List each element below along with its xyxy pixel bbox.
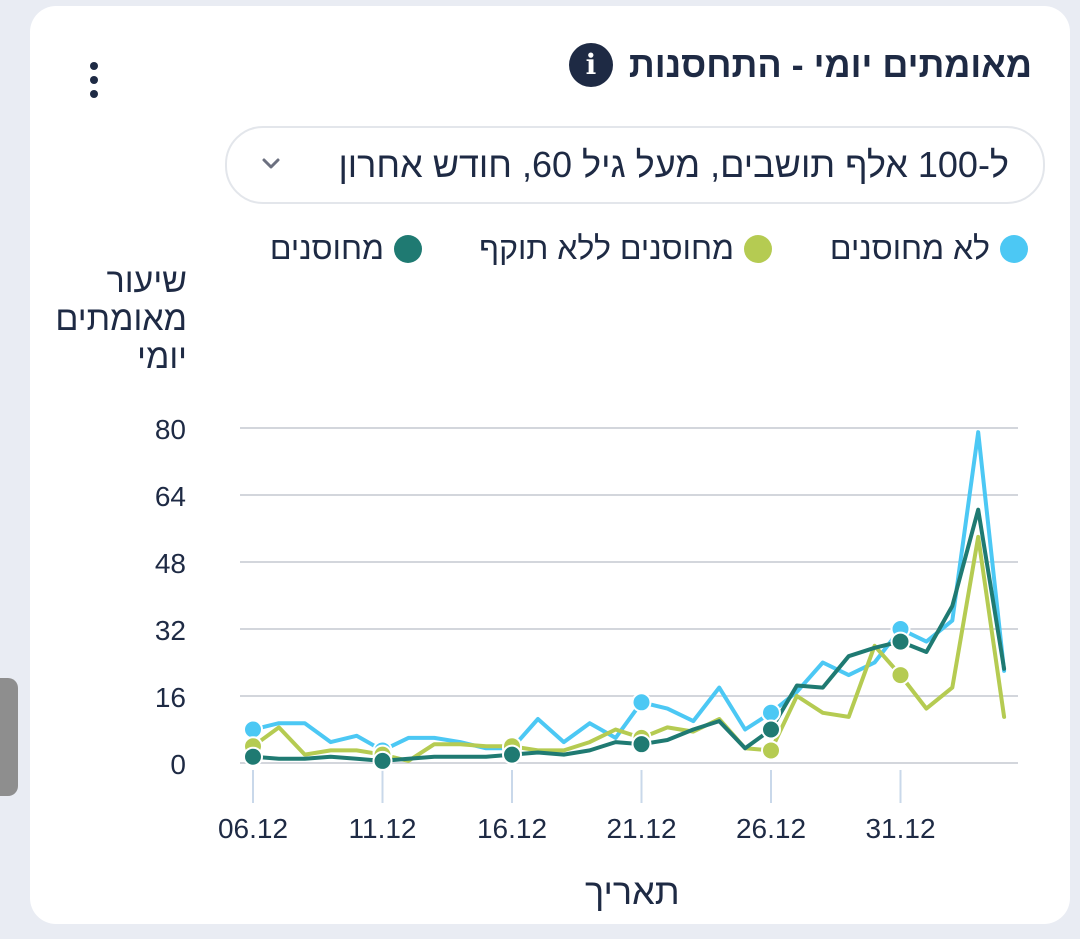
x-tick-label: 06.12	[218, 813, 288, 844]
data-point-expired	[761, 740, 781, 761]
legend-item-vaccinated[interactable]: מחוסנים	[262, 230, 422, 270]
legend-label: מחוסנים	[269, 230, 384, 266]
data-point-unvaccinated	[761, 702, 781, 723]
chart-card: מאומתים יומי - התחסנות i ל-100 אלף תושבי…	[30, 6, 1070, 924]
x-tick-label: 16.12	[477, 813, 547, 844]
y-tick-label: 80	[155, 414, 186, 445]
legend-item-expired[interactable]: מחוסנים ללא תוקף	[472, 230, 772, 270]
legend-item-unvaccinated[interactable]: לא מחוסנים	[828, 230, 1028, 270]
data-point-expired	[890, 665, 911, 686]
scrollbar[interactable]	[0, 678, 18, 796]
filter-dropdown[interactable]: ל-100 אלף תושבים, מעל גיל 60, חודש אחרון	[225, 126, 1045, 204]
y-tick-label: 16	[155, 682, 186, 713]
y-tick-label: 0	[170, 749, 186, 780]
chevron-down-icon	[262, 158, 280, 169]
x-tick-label: 26.12	[736, 813, 806, 844]
data-point-unvaccinated	[631, 692, 652, 713]
info-icon[interactable]: i	[569, 43, 613, 87]
x-tick-label: 11.12	[349, 813, 417, 844]
legend-label: מחוסנים ללא תוקף	[479, 230, 734, 266]
data-point-vaccinated	[243, 746, 263, 767]
series-line-unvaccinated	[251, 430, 1007, 753]
series-line-expired	[251, 534, 1007, 763]
y-axis-label: שיעור מאומתים יומי	[55, 262, 187, 376]
legend-label: לא מחוסנים	[829, 230, 990, 266]
x-axis-label: תאריך	[585, 871, 680, 912]
data-point-vaccinated	[631, 734, 652, 755]
x-tick-label: 31.12	[865, 813, 935, 844]
y-tick-label: 32	[155, 615, 186, 646]
x-tick-label: 21.12	[606, 813, 676, 844]
y-tick-label: 48	[155, 548, 186, 579]
data-point-vaccinated	[502, 744, 522, 765]
data-point-vaccinated	[761, 719, 781, 740]
page-title: מאומתים יומי - התחסנות	[628, 44, 1032, 85]
data-point-unvaccinated	[243, 719, 263, 740]
legend-swatch	[1000, 235, 1028, 263]
y-tick-label: 64	[155, 481, 186, 512]
legend-swatch	[744, 235, 772, 263]
data-point-vaccinated	[890, 631, 911, 652]
legend-swatch	[394, 235, 422, 263]
more-vertical-icon[interactable]	[84, 62, 104, 102]
filter-dropdown-value: ל-100 אלף תושבים, מעל גיל 60, חודש אחרון	[338, 144, 1009, 185]
data-point-vaccinated	[372, 750, 393, 771]
